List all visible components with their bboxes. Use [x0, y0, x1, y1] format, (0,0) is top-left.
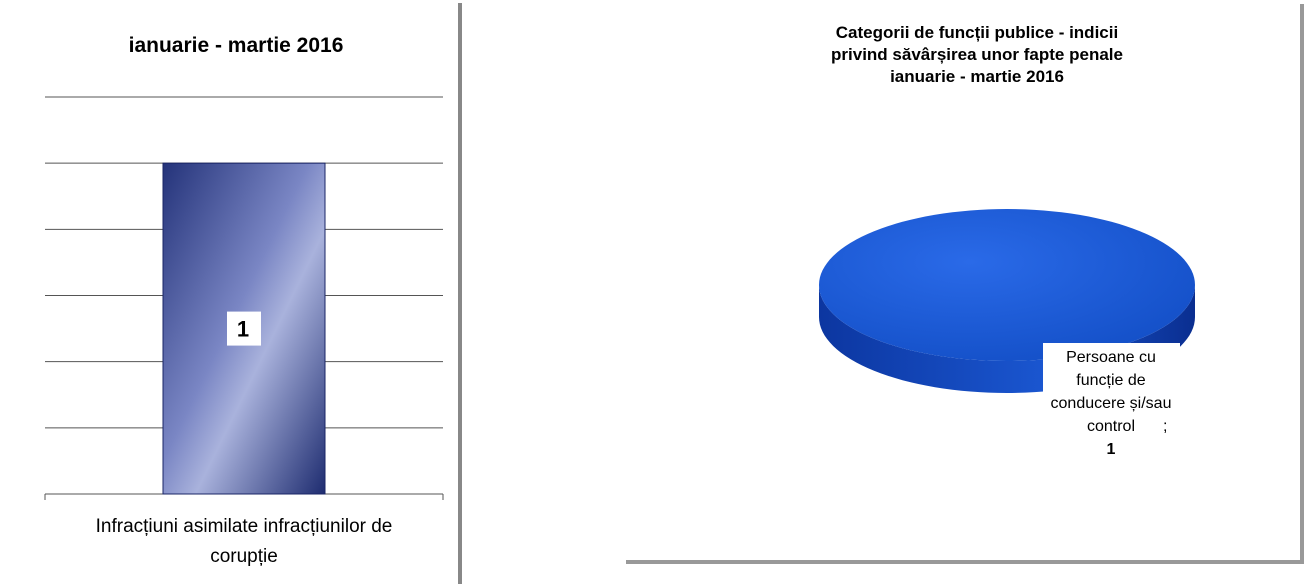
data-label-box: [1043, 343, 1180, 500]
x-tick-label: Infracțiuni asimilate infracțiunilor de c…: [96, 516, 393, 567]
bar-chart: ianuarie - martie 2016 1 Infracțiuni asimi…: [44, 34, 444, 567]
data-label-box: [227, 311, 261, 346]
pie-chart: Categorii de funcții publice - indicii pr…: [819, 23, 1195, 500]
data-label: 1: [237, 317, 249, 342]
chart-title: ianuarie - martie 2016: [129, 34, 344, 57]
data-label: Persoane cu funcție de conducere și/sau con…: [1051, 349, 1172, 435]
data-label-value: 1: [1107, 441, 1116, 458]
label-separator: ;: [1163, 418, 1167, 435]
pie-slice: [819, 209, 1195, 361]
chart-title: Categorii de funcții publice - indicii pr…: [831, 23, 1123, 86]
